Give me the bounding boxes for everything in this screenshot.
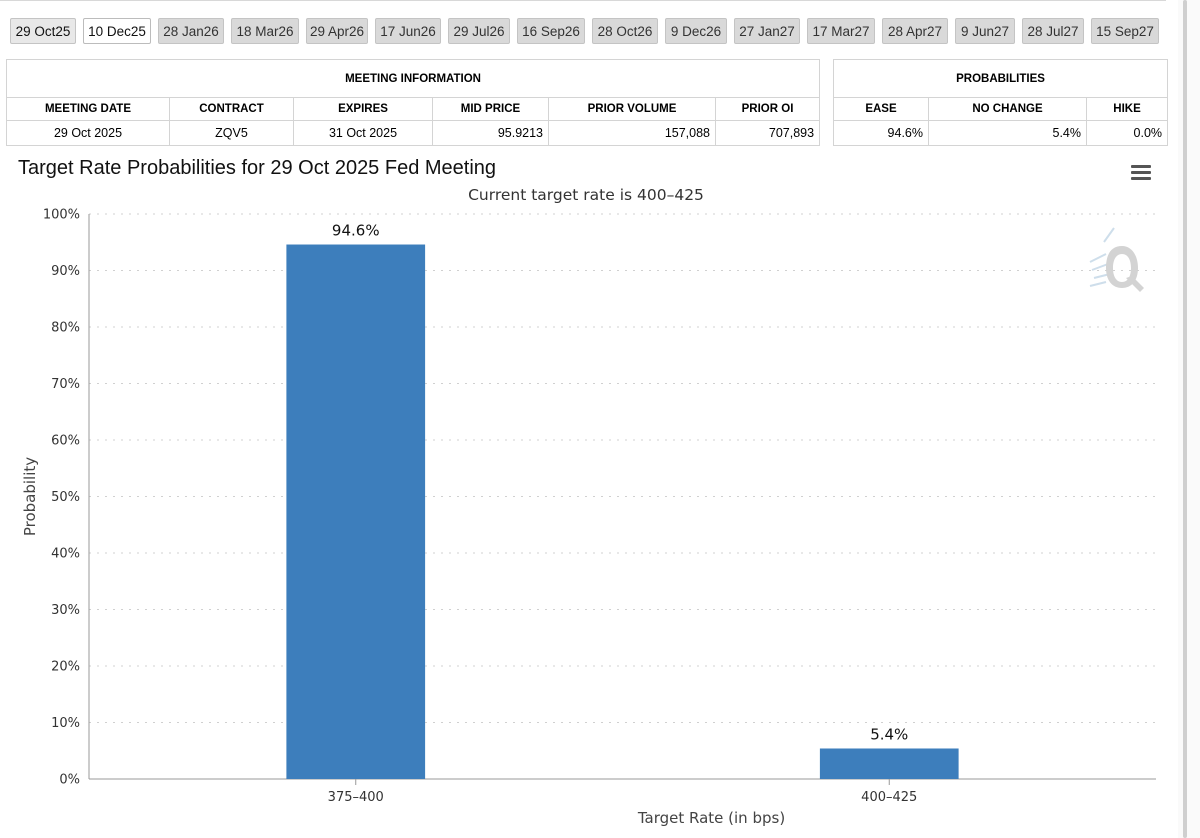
header-no-change: NO CHANGE [928,97,1087,121]
cell-meeting-date: 29 Oct 2025 [6,120,170,146]
y-tick-label: 10% [51,716,80,731]
quikstrike-logo-icon [1089,227,1144,292]
y-tick-label: 20% [51,660,80,675]
cell-prior-volume: 157,088 [548,120,716,146]
bar-375-400[interactable] [286,244,426,779]
vertical-scrollbar-track[interactable] [1178,0,1200,838]
chart-title: Target Rate Probabilities for 29 Oct 202… [18,157,497,179]
y-tick-label: 100% [43,208,80,223]
probabilities-table: PROBABILITIES EASE NO CHANGE HIKE 94.6% … [832,59,1169,146]
date-tab-17-jun26[interactable]: 17 Jun26 [375,18,441,44]
date-tab-10-dec25[interactable]: 10 Dec25 [83,18,151,44]
cell-contract: ZQV5 [169,120,294,146]
x-tick-label: 400–425 [861,790,917,805]
date-tab-9-jun27[interactable]: 9 Jun27 [955,18,1015,44]
date-tab-28-jan26[interactable]: 28 Jan26 [158,18,224,44]
bar-400-425[interactable] [819,748,959,779]
y-tick-label: 90% [51,264,80,279]
date-tab-29-oct25[interactable]: 29 Oct25 [10,18,76,44]
probability-bar-chart: 0% 10% 20% 30% 40% 50% 60% 70% 80% 90% 100% 94.6% 37… [21,208,1156,827]
date-tab-29-apr26[interactable]: 29 Apr26 [306,18,368,44]
y-tick-label: 80% [51,321,80,336]
y-tick-label: 50% [51,490,80,505]
y-tick-label: 0% [59,773,80,788]
header-meeting-date: MEETING DATE [6,97,170,121]
date-tab-29-jul26[interactable]: 29 Jul26 [448,18,510,44]
y-tick-label: 30% [51,603,80,618]
y-tick-label: 70% [51,377,80,392]
header-mid-price: MID PRICE [432,97,549,121]
x-axis-title: Target Rate (in bps) [637,809,785,827]
date-tab-9-dec26[interactable]: 9 Dec26 [665,18,727,44]
x-tick-label: 375–400 [328,790,384,805]
y-tick-label: 40% [51,547,80,562]
cell-prior-oi: 707,893 [714,120,821,146]
date-tab-28-jul27[interactable]: 28 Jul27 [1022,18,1084,44]
vertical-scrollbar-thumb[interactable] [1183,0,1187,838]
cell-mid-price: 95.9213 [432,120,549,146]
date-tab-17-mar27[interactable]: 17 Mar27 [807,18,875,44]
date-tab-18-mar26[interactable]: 18 Mar26 [231,18,299,44]
y-axis-title: Probability [21,457,39,536]
y-tick-label: 60% [51,434,80,449]
bar-data-label: 94.6% [332,222,380,240]
header-hike: HIKE [1085,97,1169,121]
chart-subtitle: Current target rate is 400–425 [468,186,704,204]
cell-expires: 31 Oct 2025 [293,120,433,146]
date-tab-15-sep27[interactable]: 15 Sep27 [1091,18,1159,44]
hamburger-menu-icon[interactable] [1130,163,1152,183]
top-divider [0,0,1166,1]
meeting-information-title: MEETING INFORMATION [5,59,821,98]
meeting-information-table: MEETING INFORMATION MEETING DATE CONTRAC… [5,59,821,146]
date-tab-16-sep26[interactable]: 16 Sep26 [517,18,585,44]
header-contract: CONTRACT [169,97,294,121]
date-tab-28-apr27[interactable]: 28 Apr27 [882,18,948,44]
probabilities-title: PROBABILITIES [832,59,1169,98]
chart-panel [6,151,1167,838]
date-tab-28-oct26[interactable]: 28 Oct26 [592,18,658,44]
bar-data-label: 5.4% [870,725,908,743]
cell-hike: 0.0% [1085,120,1169,146]
date-tab-27-jan27[interactable]: 27 Jan27 [734,18,800,44]
cell-ease: 94.6% [833,120,929,146]
